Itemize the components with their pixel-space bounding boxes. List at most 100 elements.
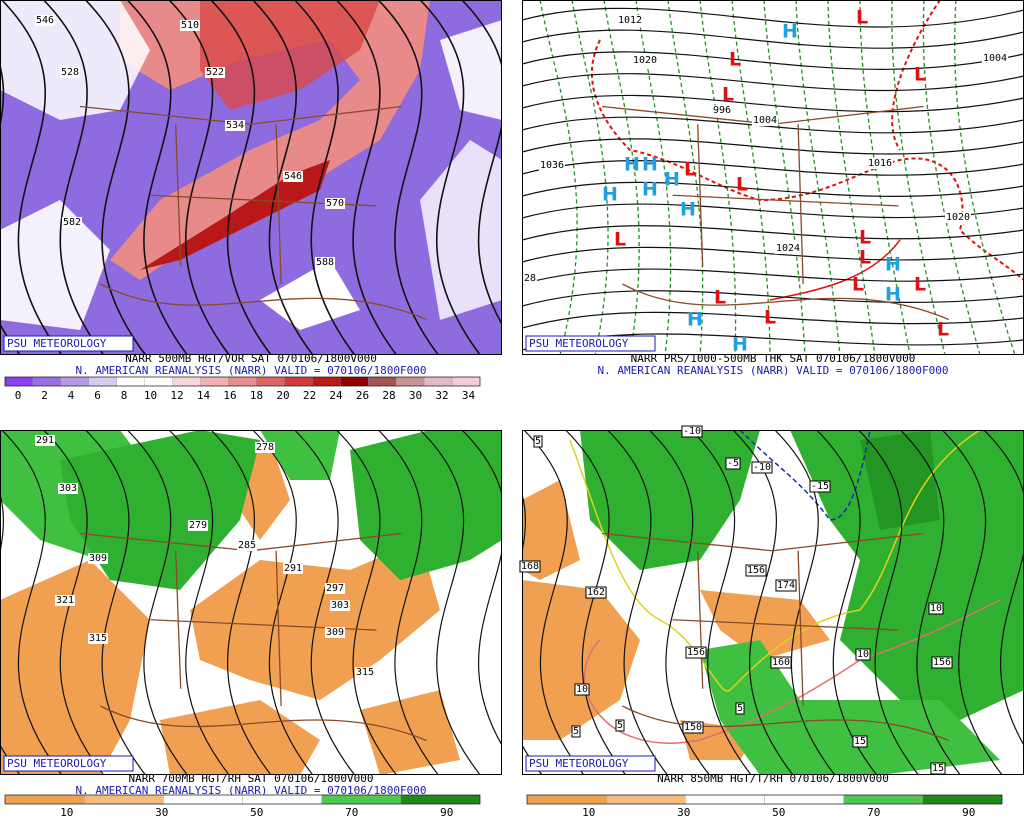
shade-area	[190, 540, 440, 700]
contour-label-bg	[685, 646, 707, 659]
colorbar-swatch	[400, 794, 481, 805]
colorbar-label: 30	[409, 389, 422, 402]
high-marker: H	[664, 169, 680, 191]
contour-label-bg	[682, 721, 704, 734]
contour-label-bg	[354, 667, 376, 678]
contour-label: -15	[811, 481, 829, 492]
contour-label: 162	[587, 587, 605, 598]
contour-label: 546	[284, 171, 302, 182]
valid-time: N. AMERICAN REANALYSIS (NARR) VALID = 07…	[76, 784, 427, 797]
shade-area	[110, 0, 430, 280]
thickness-line	[827, 0, 876, 355]
low-marker: L	[684, 159, 696, 181]
colorbar-swatch	[60, 376, 89, 387]
branding: PSU METEOROLOGY	[529, 337, 629, 350]
branding: PSU METEOROLOGY	[7, 757, 107, 770]
height-contour	[522, 29, 1024, 49]
height-contour	[377, 430, 439, 775]
contour-label: 156	[687, 647, 705, 658]
contour-label: 1036	[540, 160, 564, 171]
contour-label: 309	[326, 627, 344, 638]
contour-label: 570	[326, 198, 344, 209]
contour-label-bg	[751, 461, 773, 474]
contour-label: -10	[753, 462, 771, 473]
high-marker: H	[885, 284, 901, 306]
height-contour	[522, 225, 1024, 241]
contour-label-bg	[533, 435, 543, 448]
colorbar-label: 50	[250, 806, 263, 819]
contour-label-bg	[928, 602, 944, 615]
contour-label-bg	[751, 115, 779, 126]
colorbar-swatch	[88, 376, 117, 387]
contour-label: 156	[933, 657, 951, 668]
high-marker: H	[885, 254, 901, 276]
colorbar-swatch	[764, 794, 844, 805]
height-contour	[43, 0, 105, 355]
colorbar-frame	[4, 376, 481, 387]
contour-label-bg	[981, 53, 1009, 64]
height-contour	[210, 0, 272, 355]
contour-label: 582	[63, 217, 81, 228]
contour-label-bg	[282, 563, 304, 574]
colorbar-label: 10	[144, 389, 157, 402]
contour-label: 278	[256, 442, 274, 453]
height-contour	[252, 430, 314, 775]
shade-area	[0, 560, 150, 775]
contour-label-bg	[59, 67, 81, 78]
colorbar-label: 22	[303, 389, 316, 402]
height-contour	[983, 430, 1024, 747]
contour-label: 174	[777, 580, 795, 591]
contour-label: 285	[238, 540, 256, 551]
colorbar-label: 14	[197, 389, 211, 402]
shade-area	[360, 690, 460, 775]
contour-label: 1020	[633, 55, 657, 66]
map-panel	[0, 0, 502, 355]
shade-area	[0, 0, 150, 120]
contour-label-bg	[34, 435, 56, 446]
front	[769, 239, 901, 301]
colorbar-label: 26	[356, 389, 369, 402]
height-contour	[126, 430, 188, 775]
colorbar-swatch	[116, 376, 145, 387]
colorbar-label: 30	[155, 806, 168, 819]
contour-label-bg	[931, 656, 953, 669]
shade-area	[790, 430, 1024, 720]
colorbar-label: 2	[41, 389, 48, 402]
product-title: NARR 850MB HGT/T/RH 070106/1800V000	[657, 772, 889, 785]
low-marker: L	[856, 7, 868, 29]
contour-label-bg	[725, 457, 741, 470]
colorbar-swatch	[368, 376, 397, 387]
height-contour	[1, 430, 63, 775]
contour-label-bg	[282, 171, 304, 182]
height-contour	[732, 430, 794, 775]
contour-label: 291	[284, 563, 302, 574]
height-contour	[85, 430, 146, 775]
low-marker: L	[852, 274, 864, 296]
isotherm	[569, 430, 981, 692]
height-contour	[419, 0, 481, 355]
low-marker: L	[714, 287, 726, 309]
height-contour	[522, 138, 1024, 155]
colorbar-label: 24	[329, 389, 343, 402]
contour-label-bg	[585, 586, 607, 599]
height-contour	[461, 430, 502, 747]
colorbar-label: 34	[462, 389, 476, 402]
colorbar-swatch	[396, 376, 425, 387]
height-contour	[43, 430, 105, 775]
colorbar-swatch	[4, 794, 85, 805]
contour-label-bg	[615, 719, 625, 732]
low-marker: L	[859, 247, 871, 269]
product-title: NARR PRS/1000-500MB THK SAT 070106/1800V…	[631, 352, 916, 365]
colorbar-label: 70	[345, 806, 358, 819]
thickness-line	[795, 0, 841, 355]
isotherm	[583, 599, 1001, 744]
height-contour	[210, 430, 272, 775]
contour-label-bg	[54, 595, 76, 606]
contour-label: 315	[89, 633, 107, 644]
contour-label: 10	[576, 684, 588, 695]
shade-area	[260, 260, 360, 330]
contour-label: 303	[59, 483, 77, 494]
height-contour	[899, 430, 961, 775]
height-contour	[461, 0, 502, 326]
